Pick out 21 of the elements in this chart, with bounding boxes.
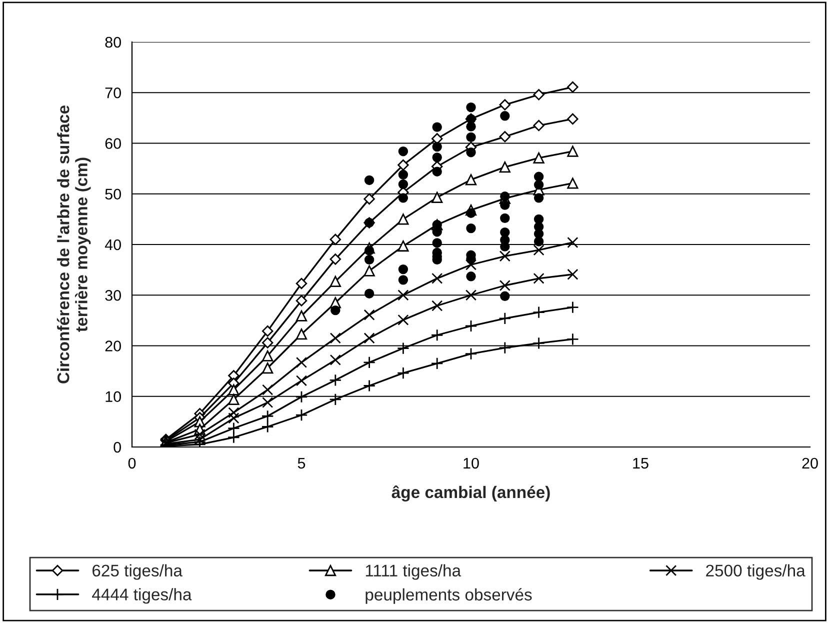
y-tick-label: 10	[106, 391, 121, 402]
legend-label: 625 tiges/ha	[92, 564, 182, 580]
y-tick-label: 60	[105, 138, 121, 149]
legend-label: 4444 tiges/ha	[92, 588, 192, 604]
x-tick-label: 10	[464, 458, 479, 469]
x-tick-label: 0	[128, 458, 136, 469]
y-tick-label: 80	[105, 36, 121, 48]
y-tick-label: 30	[105, 290, 121, 301]
x-tick-label: 5	[298, 458, 306, 469]
y-tick-label: 70	[105, 87, 121, 98]
y-tick-label: 20	[105, 340, 121, 352]
x-tick-label: 15	[633, 458, 648, 469]
x-axis-title: âge cambial (année)	[392, 486, 550, 502]
legend-label: peuplements observés	[366, 588, 532, 604]
y-tick-label: 40	[104, 239, 121, 250]
legend-label: 1111 tiges/ha	[366, 564, 462, 580]
legend-label: 2500 tiges/ha	[706, 564, 806, 580]
y-tick-label: 0	[114, 442, 121, 453]
x-tick-label: 20	[802, 458, 818, 469]
y-axis-title: Circonférence de l'arbre de surface terrière moyenne (cm)	[56, 106, 91, 384]
y-tick-label: 50	[105, 188, 121, 200]
